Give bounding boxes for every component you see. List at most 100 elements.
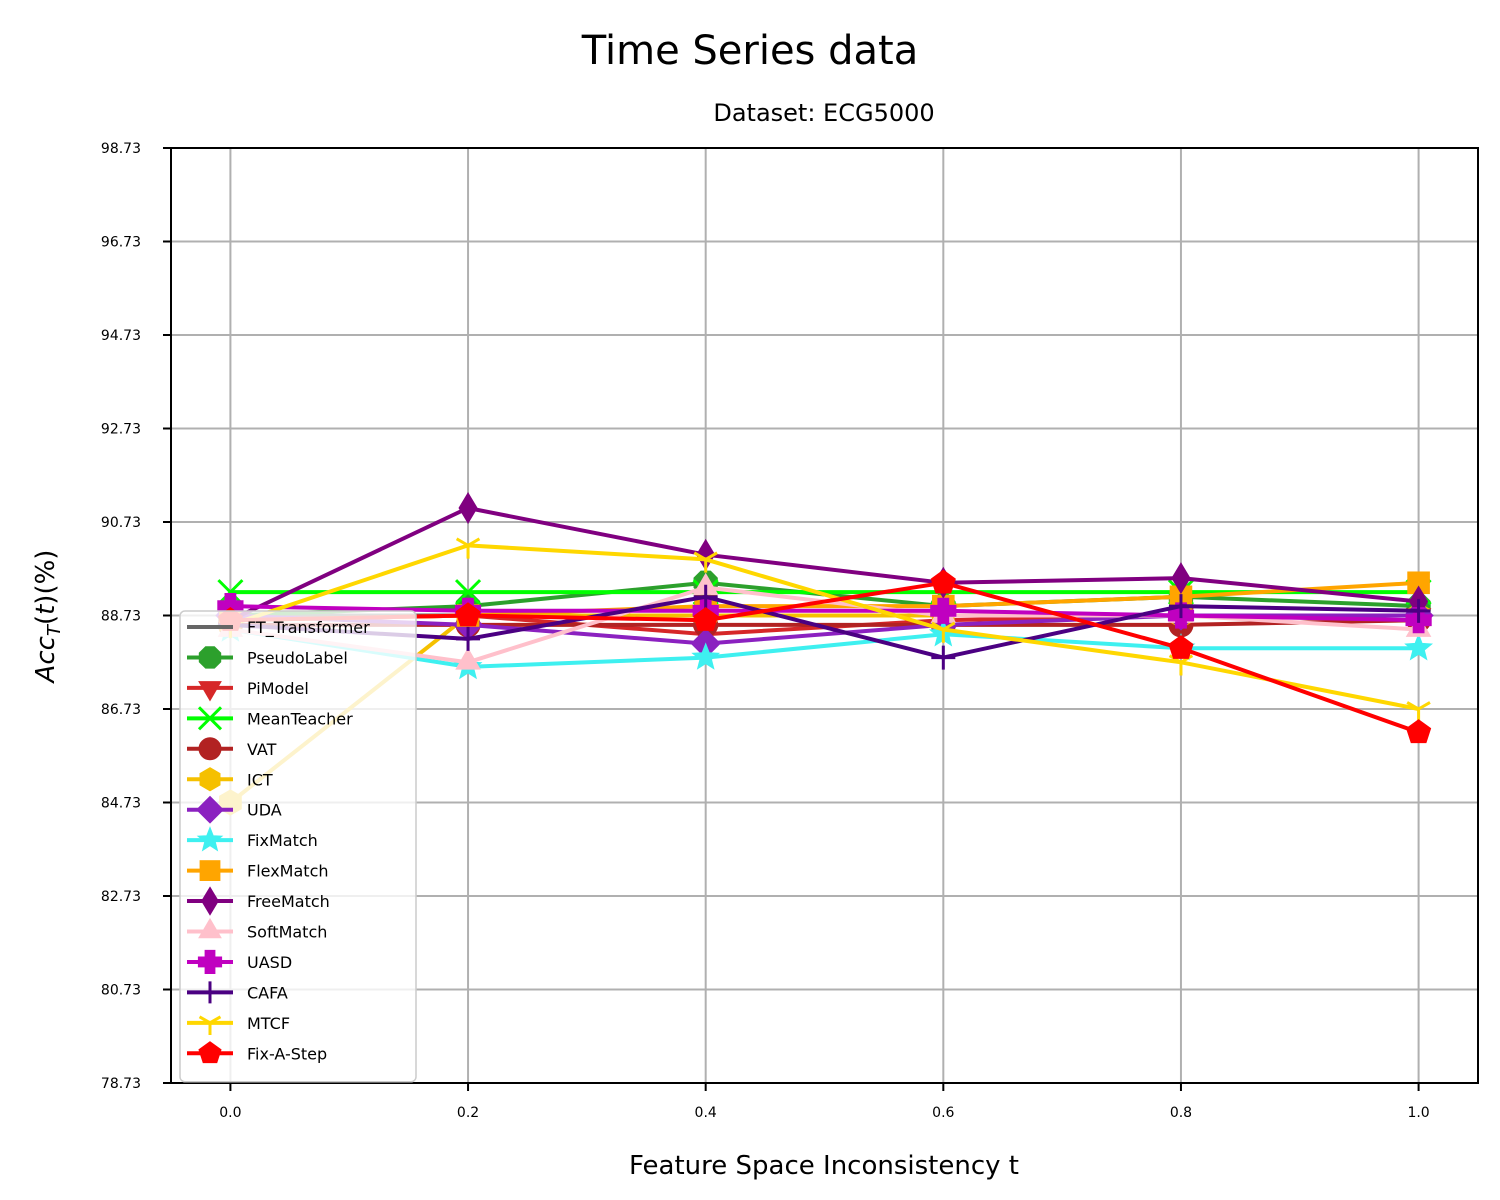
legend-label-cafa: CAFA (247, 983, 288, 1002)
data-point-cafa-2 (693, 584, 718, 609)
data-point-freematch-4 (1171, 562, 1191, 595)
legend-item-freematch: FreeMatch (187, 886, 330, 916)
series-line-freematch (229, 506, 1419, 623)
x-tick-label-3: 0.6 (932, 1105, 954, 1121)
y-tick-label-7: 92.73 (101, 422, 141, 438)
legend-marker-freematch (201, 886, 219, 916)
legend-item-fixmatch: FixMatch (187, 826, 318, 852)
legend-item-vat: VAT (187, 737, 277, 761)
y-tick-label-2: 82.73 (101, 889, 141, 905)
data-point-cafa-5 (1406, 598, 1431, 623)
legend-label-softmatch: SoftMatch (247, 923, 327, 942)
legend-marker-fix-a-step (198, 1041, 222, 1064)
series-line-mtcf (229, 543, 1419, 711)
data-point-cafa-3 (931, 645, 956, 670)
legend-marker-cafa (199, 981, 221, 1004)
legend-item-ict: ICT (187, 767, 273, 792)
legend-item-mtcf: MTCF (187, 1014, 290, 1035)
legend-label-pimodel: PiModel (247, 679, 309, 698)
data-point-cafa-4 (1168, 594, 1193, 619)
legend-item-flexmatch: FlexMatch (187, 860, 329, 882)
y-tick-label-0: 78.73 (101, 1076, 141, 1092)
legend-marker-ict (199, 767, 221, 792)
axis-ticks: 0.0 0.2 0.4 0.6 0.8 1.0 78.73 80.73 82.73 84.73 86… (101, 141, 1430, 1121)
legend-marker-softmatch (198, 917, 222, 939)
legend: FT_Transformer PseudoLabel PiModel MeanTeac… (179, 610, 417, 1083)
chart-subtitle: Dataset: ECG5000 (713, 99, 934, 127)
legend-item-pimodel: PiModel (187, 679, 309, 702)
legend-label-fix-a-step: Fix-A-Step (247, 1044, 327, 1063)
legend-item-softmatch: SoftMatch (187, 917, 327, 942)
legend-box (179, 610, 417, 1083)
data-point-uasd-3 (930, 597, 957, 624)
legend-item-ft-transformer: FT_Transformer (187, 618, 370, 638)
legend-marker-flexmatch (199, 860, 221, 882)
series-line-fixmatch (230, 627, 1419, 669)
legend-marker-pseudolabel (198, 646, 222, 669)
legend-item-cafa: CAFA (187, 981, 288, 1004)
series-lines (215, 492, 1434, 816)
legend-label-pseudolabel: PseudoLabel (247, 648, 348, 667)
data-point-mtcf-1 (455, 537, 481, 559)
legend-label-ft-transformer: FT_Transformer (247, 618, 370, 638)
legend-item-fix-a-step: Fix-A-Step (187, 1041, 327, 1064)
legend-label-fixmatch: FixMatch (247, 831, 318, 850)
series-line-uasd (230, 604, 1419, 623)
data-point-fix-a-step-2 (693, 606, 719, 631)
legend-label-uasd: UASD (247, 953, 292, 972)
y-tick-label-10: 98.73 (101, 141, 141, 157)
x-tick-label-2: 0.4 (695, 1105, 717, 1121)
legend-item-meanteacher: MeanTeacher (187, 706, 353, 731)
legend-label-mtcf: MTCF (247, 1014, 290, 1033)
legend-label-ict: ICT (247, 770, 273, 789)
legend-label-uda: UDA (247, 801, 282, 820)
legend-item-uda: UDA (187, 795, 282, 824)
y-tick-label-1: 80.73 (101, 983, 141, 999)
data-point-meanteacher-0 (217, 579, 244, 606)
x-tick-label-5: 1.0 (1407, 1105, 1429, 1121)
y-axis-label: AccT(t)(%) (31, 550, 65, 685)
series-mtcf (218, 537, 1431, 723)
series-line-fix-a-step (230, 580, 1420, 735)
legend-marker-uasd (197, 949, 223, 974)
y-tick-label-3: 84.73 (101, 796, 141, 812)
data-point-softmatch-1 (455, 647, 481, 670)
x-tick-label-1: 0.2 (457, 1105, 479, 1121)
data-point-fix-a-step-1 (455, 602, 481, 627)
data-point-mtcf-4 (1168, 654, 1194, 676)
y-tick-label-9: 96.73 (101, 235, 141, 251)
legend-label-freematch: FreeMatch (247, 892, 330, 911)
data-point-meanteacher-1 (454, 579, 482, 606)
data-point-mtcf-3 (931, 621, 956, 643)
x-tick-label-0: 0.0 (219, 1105, 241, 1121)
data-point-mtcf-2 (693, 551, 718, 573)
data-point-fixmatch-5 (1404, 633, 1433, 661)
data-point-fix-a-step-4 (1168, 634, 1194, 659)
data-point-freematch-1 (458, 492, 478, 524)
y-tick-label-4: 86.73 (101, 702, 141, 718)
data-point-cafa-1 (456, 626, 481, 651)
chart-title: Time Series data (581, 28, 918, 74)
series-line-cafa (230, 594, 1419, 660)
y-tick-label-6: 90.73 (101, 515, 141, 531)
series-fix-a-step (217, 569, 1432, 744)
y-tick-label-8: 94.73 (101, 328, 141, 344)
x-axis-label: Feature Space Inconsistency t (629, 1151, 1019, 1181)
series-cafa (218, 584, 1431, 670)
legend-marker-pimodel (198, 681, 222, 702)
legend-marker-mtcf (198, 1015, 222, 1035)
x-tick-label-4: 0.8 (1170, 1105, 1192, 1121)
legend-marker-fixmatch (196, 826, 224, 852)
data-point-fix-a-step-3 (930, 569, 956, 594)
legend-label-flexmatch: FlexMatch (247, 862, 329, 881)
legend-marker-uda (196, 795, 224, 824)
data-point-fixmatch-2 (691, 642, 721, 670)
legend-marker-vat (198, 737, 222, 761)
data-point-fix-a-step-5 (1406, 719, 1432, 744)
legend-item-pseudolabel: PseudoLabel (187, 646, 348, 669)
legend-label-vat: VAT (247, 740, 277, 759)
legend-item-uasd: UASD (187, 949, 292, 974)
legend-label-meanteacher: MeanTeacher (247, 709, 353, 728)
y-tick-label-5: 88.73 (101, 609, 141, 625)
